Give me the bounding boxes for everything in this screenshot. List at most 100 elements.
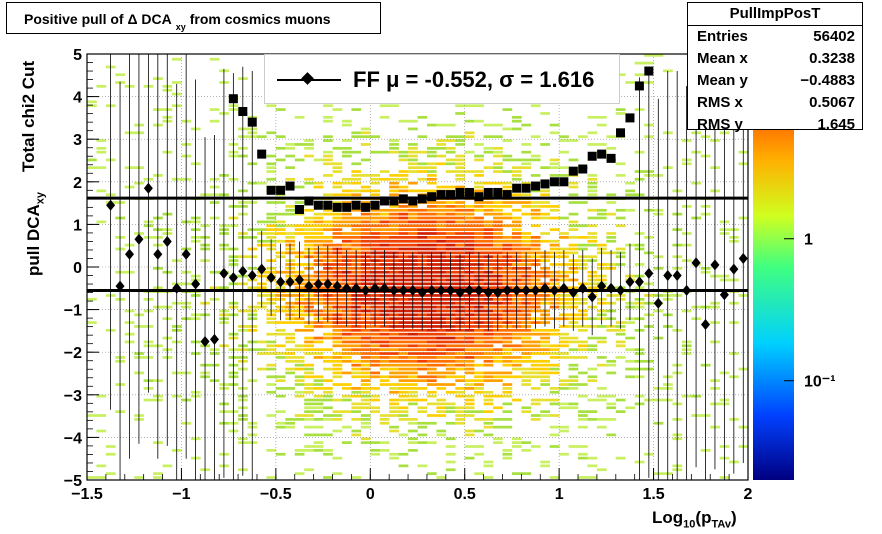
data-markers <box>106 66 748 348</box>
diamond-marker <box>389 284 399 296</box>
diamond-marker <box>663 270 673 282</box>
diamond-marker <box>682 284 692 296</box>
diamond-marker <box>285 276 295 288</box>
diamond-marker <box>427 284 437 296</box>
square-marker <box>606 153 616 163</box>
square-marker <box>238 107 248 117</box>
square-marker <box>502 190 512 200</box>
square-marker <box>389 196 399 206</box>
x-label-sub2: TAv <box>711 518 732 531</box>
diamond-marker <box>474 284 484 296</box>
diamond-marker <box>200 336 210 348</box>
square-marker <box>304 196 314 206</box>
diamond-marker <box>417 287 427 299</box>
axis-ticks: −1.5 −1 −0.5 0 0.5 1 1.5 2 −5 −4 −3 −2 −1 0 1 2 3 4 5 <box>64 47 753 503</box>
diamond-marker <box>653 297 663 309</box>
square-marker <box>342 202 352 212</box>
diamond-marker <box>379 282 389 294</box>
color-scale-tick-label: 1 <box>804 232 813 249</box>
diamond-marker <box>578 282 588 294</box>
diamond-marker <box>266 272 276 284</box>
diamond-marker <box>181 248 191 260</box>
diamond-marker <box>531 284 541 296</box>
diamond-marker <box>124 248 134 260</box>
diamond-marker <box>597 280 607 292</box>
stats-value: 0.3238 <box>809 50 855 67</box>
color-scale-ticks: 10⁻¹ 1 <box>784 232 836 391</box>
y-tick-label: 3 <box>73 132 82 149</box>
diamond-marker <box>153 248 163 260</box>
square-marker <box>436 190 446 200</box>
square-marker <box>625 113 635 123</box>
diamond-marker <box>191 278 201 290</box>
square-marker <box>379 196 389 206</box>
y-tick-label: 4 <box>73 90 82 107</box>
y-tick-label: −5 <box>64 473 82 490</box>
diamond-marker <box>162 235 172 247</box>
square-marker <box>285 181 295 191</box>
x-tick-label: 0.5 <box>454 486 476 503</box>
square-marker <box>587 151 597 161</box>
stats-key: RMS y <box>697 116 743 133</box>
diamond-marker <box>606 282 616 294</box>
y-axis-label-sub: xy <box>34 191 47 205</box>
diamond-marker <box>370 282 380 294</box>
legend: FF μ = -0.552, σ = 1.616 <box>264 54 620 104</box>
square-marker <box>644 66 654 76</box>
fit-lines <box>87 196 748 293</box>
square-marker <box>266 185 276 195</box>
square-marker <box>294 204 304 214</box>
diamond-marker <box>304 280 314 292</box>
diamond-marker <box>115 280 125 292</box>
square-marker <box>464 187 474 197</box>
diamond-marker <box>332 280 342 292</box>
diamond-marker <box>540 282 550 294</box>
x-tick-label: 1 <box>555 486 564 503</box>
y-tick-label: 5 <box>73 47 82 64</box>
square-marker <box>549 177 559 187</box>
x-label-mid: (p <box>695 508 712 527</box>
square-marker <box>512 183 522 193</box>
x-tick-label: −1 <box>172 486 190 503</box>
x-label-end: ) <box>731 508 737 527</box>
diamond-marker <box>672 270 682 282</box>
square-marker <box>398 194 408 204</box>
diamond-marker <box>228 272 238 284</box>
y-axis-label: pull DCAxy <box>24 192 46 276</box>
diamond-marker <box>616 284 626 296</box>
stats-key: Entries <box>697 28 748 45</box>
square-marker <box>351 200 361 210</box>
diamond-marker <box>219 267 229 279</box>
diamond-marker <box>521 284 531 296</box>
square-marker <box>332 202 342 212</box>
stats-value: −0.4883 <box>800 72 855 89</box>
stats-value: 0.5067 <box>809 94 855 111</box>
diamond-marker <box>436 284 446 296</box>
square-marker <box>540 179 550 189</box>
square-marker <box>257 149 267 159</box>
diamond-marker <box>502 284 512 296</box>
diamond-marker <box>512 284 522 296</box>
x-tick-label: −0.5 <box>260 486 292 503</box>
square-marker <box>361 202 371 212</box>
square-marker <box>427 192 437 202</box>
square-marker <box>417 194 427 204</box>
square-marker <box>323 200 333 210</box>
diamond-marker <box>238 265 248 277</box>
diamond-marker <box>143 182 153 194</box>
diamond-marker <box>549 284 559 296</box>
diamond-marker <box>361 284 371 296</box>
diamond-marker <box>559 282 569 294</box>
diamond-marker <box>493 287 503 299</box>
square-marker <box>455 187 465 197</box>
diamond-marker <box>644 267 654 279</box>
diamond-marker <box>738 252 748 264</box>
square-marker <box>531 181 541 191</box>
y-tick-label: −1 <box>64 303 82 320</box>
diamond-marker <box>323 278 333 290</box>
legend-marker <box>301 72 314 85</box>
diamond-marker <box>408 284 418 296</box>
square-marker <box>559 177 569 187</box>
diamond-marker <box>483 287 493 299</box>
diamond-marker <box>587 291 597 303</box>
